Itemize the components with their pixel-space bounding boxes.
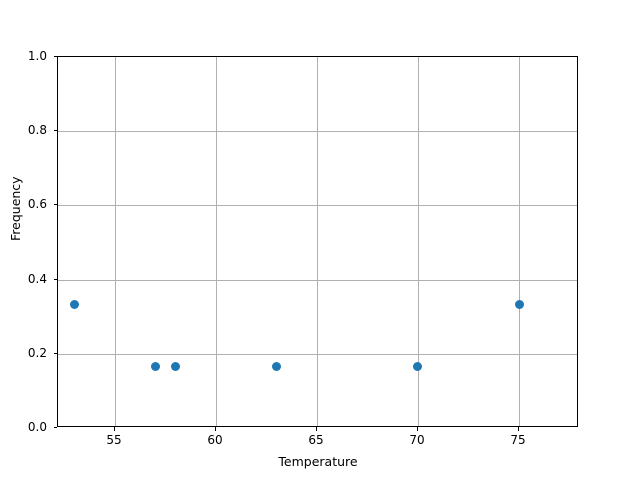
tick-mark-x: [113, 427, 115, 431]
gridline-y: [58, 205, 577, 207]
tick-label-x: 60: [207, 433, 223, 447]
scatter-point: [272, 361, 282, 371]
gridline-x: [417, 57, 419, 426]
scatter-point: [413, 361, 423, 371]
scatter-point: [70, 299, 80, 309]
tick-label-y: 0.4: [27, 271, 47, 286]
tick-label-x: 75: [510, 433, 526, 447]
tick-mark-x: [315, 427, 317, 431]
tick-mark-y: [53, 278, 57, 280]
tick-mark-y: [53, 56, 57, 57]
gridline-x: [519, 57, 520, 426]
tick-label-y: 0.0: [27, 420, 47, 434]
tick-mark-y: [53, 204, 57, 206]
gridline-x: [215, 57, 217, 426]
tick-mark-x: [416, 427, 418, 431]
tick-label-y: 1.0: [27, 49, 47, 63]
gridline-x: [114, 57, 116, 426]
x-axis-label: Temperature: [0, 454, 640, 469]
scatter-point: [150, 361, 160, 371]
tick-mark-x: [214, 427, 216, 431]
tick-label-y: 0.8: [27, 123, 47, 138]
tick-mark-y: [53, 427, 57, 428]
tick-mark-y: [53, 352, 57, 354]
scatter-point: [514, 299, 524, 309]
tick-label-y: 0.6: [27, 197, 47, 212]
x-axis-label-text: Temperature: [278, 454, 358, 469]
tick-mark-y: [53, 130, 57, 132]
tick-label-x: 70: [409, 433, 425, 447]
tick-label-y: 0.2: [27, 345, 47, 360]
tick-label-x: 65: [308, 433, 324, 447]
tick-mark-x: [518, 427, 519, 431]
plot-axes: [57, 56, 578, 427]
gridline-y: [58, 279, 577, 281]
gridline-x: [316, 57, 318, 426]
scatter-point: [171, 361, 181, 371]
gridline-y: [58, 353, 577, 355]
y-axis-label: Frequency: [8, 176, 23, 241]
tick-label-x: 55: [106, 433, 122, 447]
gridline-y: [58, 131, 577, 133]
